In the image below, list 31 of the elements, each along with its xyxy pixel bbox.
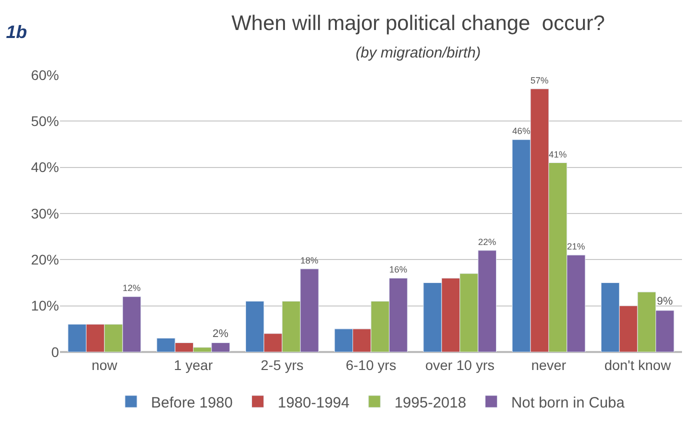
x-tick-label: over 10 yrs [425,356,494,373]
y-tick-label: 10% [30,298,59,314]
x-tick-label: now [92,356,118,373]
chart-subtitle: (by migration/birth) [356,44,481,62]
data-label: 22% [478,236,496,247]
x-tick-label: 1 year [174,356,214,373]
x-tick-label: don't know [604,356,672,373]
data-label: 57% [530,75,549,86]
data-label: 46% [512,126,530,136]
data-label: 21% [566,242,585,252]
legend-label: Before 1980 [151,394,233,412]
legend-label: Not born in Cuba [511,394,626,412]
legend-label: 1980-1994 [278,394,350,412]
y-tick-label: 30% [30,205,59,222]
x-tick-label: never [531,356,567,373]
chart-title: When will major political change occur? [231,12,605,36]
x-tick-label: 2-5 yrs [260,356,304,373]
y-tick-label: 40% [30,159,59,176]
data-label: 9% [656,295,673,308]
data-label: 18% [300,255,318,266]
y-tick-label: 60% [30,66,59,83]
data-label: 12% [122,283,141,294]
x-tick-label: 6-10 yrs [346,356,396,373]
data-label: 41% [548,149,567,160]
y-tick-label: 50% [30,113,59,130]
y-tick-label: 0 [51,344,60,360]
data-label: 16% [389,264,408,275]
legend-label: 1995-2018 [394,394,466,412]
y-tick-label: 20% [30,252,59,268]
text: 1b [6,22,28,42]
data-label: 2% [212,328,229,340]
